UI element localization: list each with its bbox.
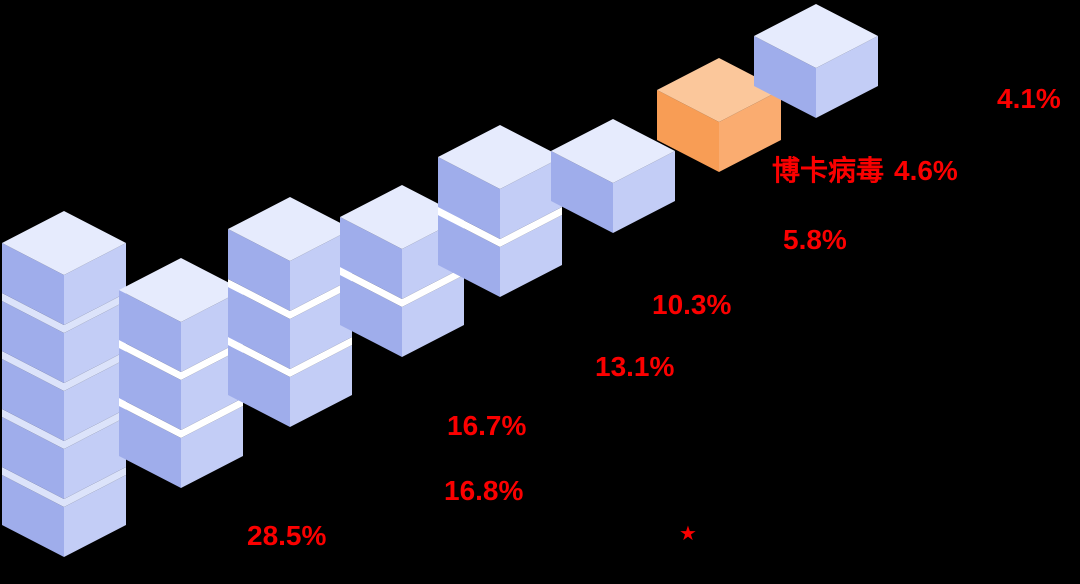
cube-left-face [2,417,64,499]
cube-left-face [2,359,64,441]
cube-column [228,197,352,427]
cube-left-face [2,475,64,557]
cube-top-face [228,197,352,261]
cube-right-face [500,157,562,239]
cube-left-face [2,301,64,383]
cube-column [438,125,562,297]
cube-left-face [551,151,613,233]
cube-right-face [500,215,562,297]
cube-right-face [816,36,878,118]
cube-column [551,119,675,233]
cube-right-face [290,229,352,311]
value-label: 16.7% [447,410,527,441]
cube-top-face [657,58,781,122]
cube-left-face [119,348,181,430]
cube-right-face [64,301,126,383]
cube-left-face [340,217,402,299]
cube-left-face [340,275,402,357]
value-label: 4.1% [997,83,1061,114]
cube-right-face [181,290,243,372]
cube-left-face [438,215,500,297]
cube-right-face [64,359,126,441]
cube-top-face [551,119,675,183]
cube-right-face [64,475,126,557]
cube-column [119,258,243,488]
cube-right-face [181,348,243,430]
value-label: 16.8% [444,475,524,506]
cube-column-highlighted [657,58,781,172]
cube-left-face [438,157,500,239]
cube-top-face [754,4,878,68]
cube-top-face [119,258,243,322]
cube-column [754,4,878,118]
value-label: 4.6% [894,155,958,186]
cube-top-face [438,125,562,189]
cube-right-face [64,417,126,499]
cube-right-face [719,90,781,172]
cube-column [2,211,126,557]
value-label: 5.8% [783,224,847,255]
cube-top-face [2,211,126,275]
cube-right-face [64,243,126,325]
cube-left-face [119,290,181,372]
footnote-star: ★ [679,523,697,545]
cube-left-face [657,90,719,172]
cube-right-face [613,151,675,233]
value-label: 10.3% [652,289,732,320]
cube-left-face [228,229,290,311]
category-label: 博卡病毒 [772,155,885,186]
cube-left-face [119,406,181,488]
cube-right-face [290,287,352,369]
cube-left-face [2,243,64,325]
value-label: 28.5% [247,520,327,551]
cube-top-face [340,185,464,249]
cube-right-face [181,406,243,488]
cube-left-face [228,345,290,427]
cube-right-face [402,275,464,357]
cube-left-face [754,36,816,118]
cube-right-face [290,345,352,427]
cube-left-face [228,287,290,369]
value-label: 13.1% [595,351,675,382]
